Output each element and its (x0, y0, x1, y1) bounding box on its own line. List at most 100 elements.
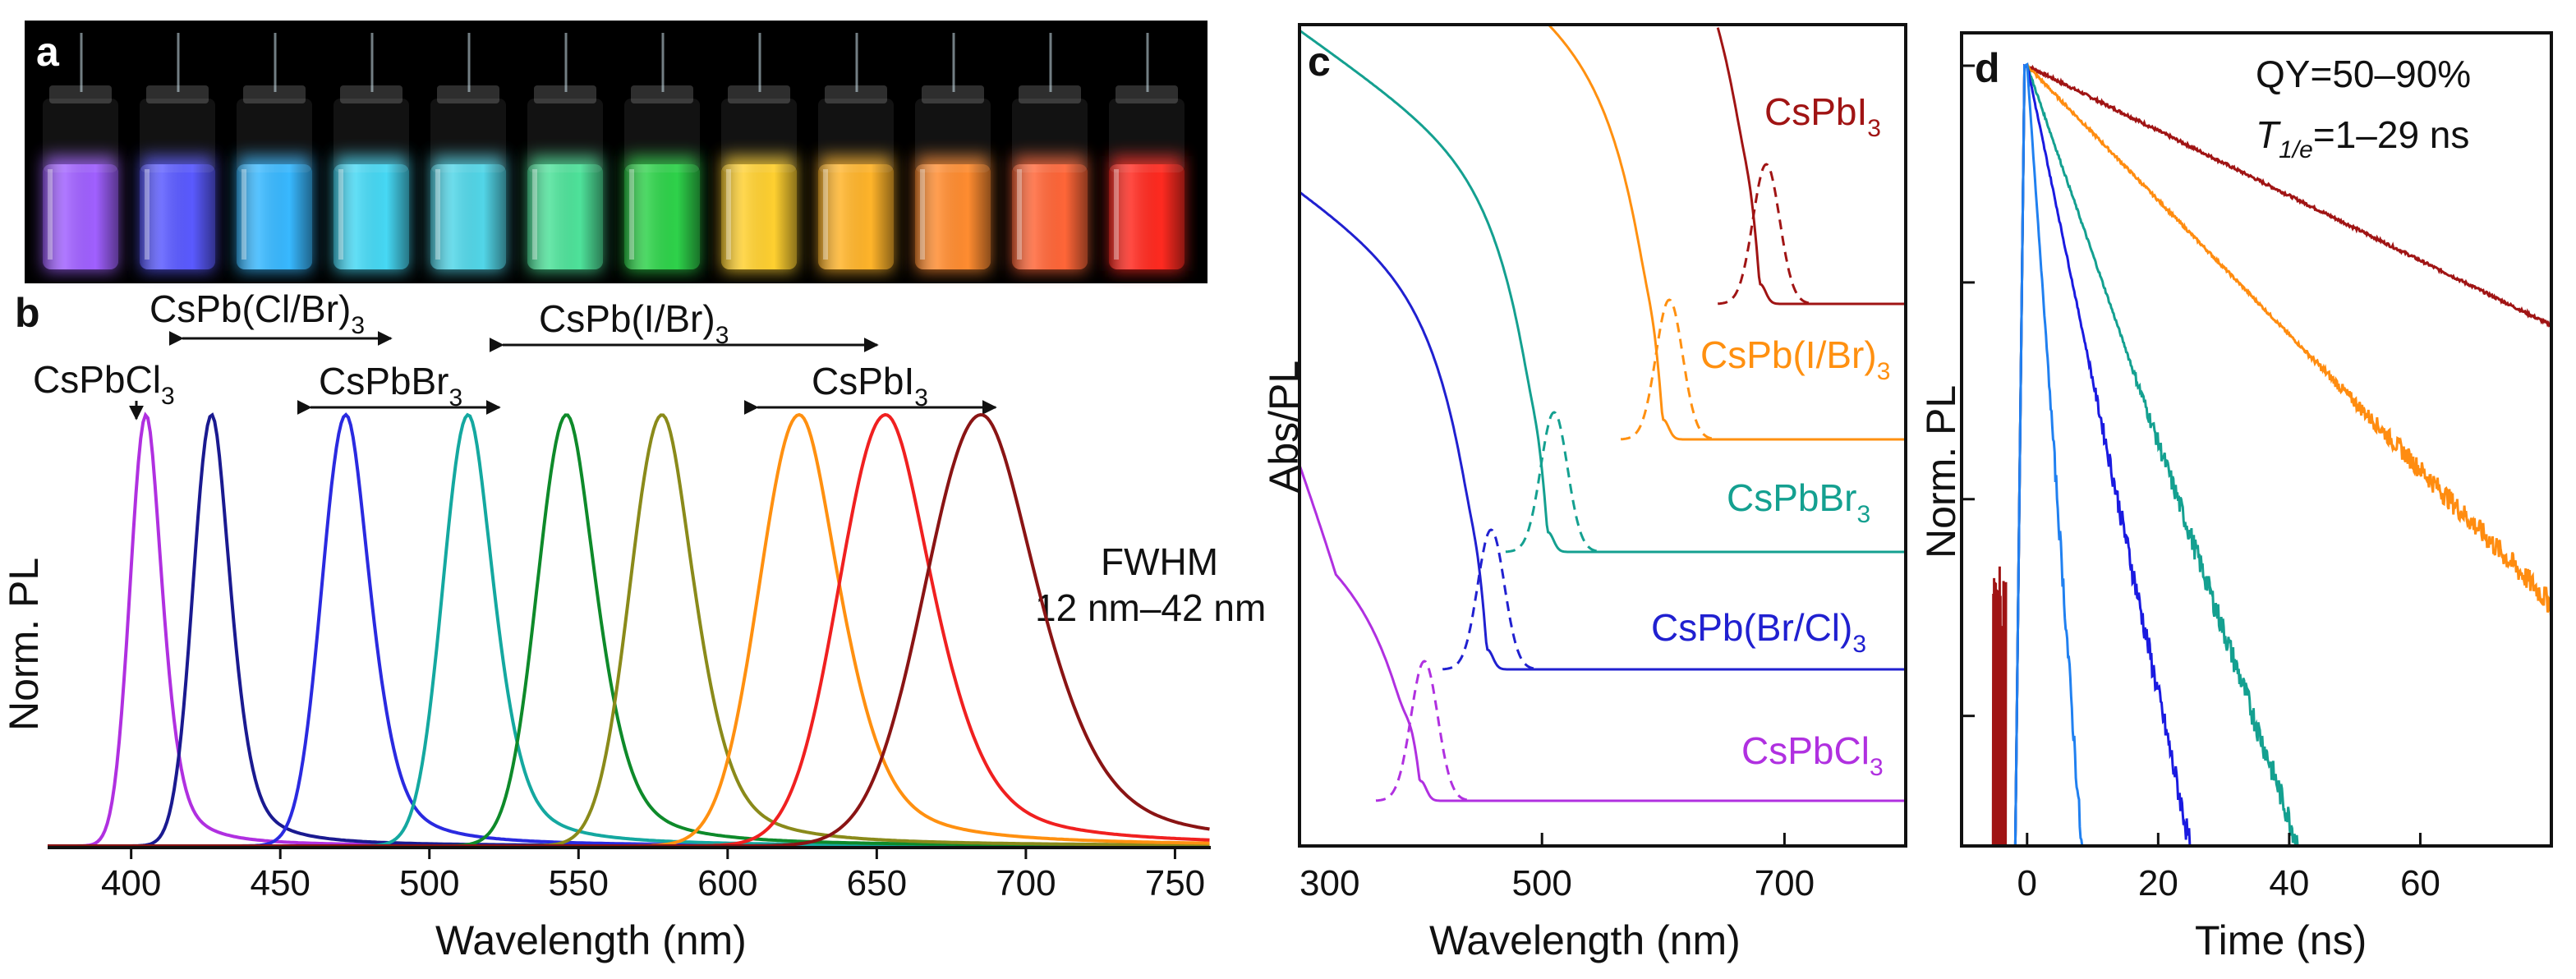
vial-glass (334, 99, 409, 172)
vial-4 (334, 33, 409, 271)
vial-glass (237, 99, 312, 172)
panel-b-tick-label: 700 (996, 863, 1056, 903)
panel-b-curves (48, 411, 1210, 848)
panel-d-tick-label: 40 (2269, 863, 2309, 903)
vial-highlight (823, 169, 828, 260)
vial-highlight (145, 169, 150, 260)
vial-glass (721, 99, 797, 172)
vial-shading (721, 164, 797, 269)
vial-highlight (629, 169, 634, 260)
vial-2 (140, 33, 215, 271)
vial-neck (922, 85, 984, 103)
label-cspb-i-br: CsPb(I/Br)3 (539, 297, 729, 349)
panel-c-curves (1298, 24, 1906, 802)
panel-b-tick-label: 600 (697, 863, 757, 903)
vial-glass (43, 99, 118, 172)
vial-shading (1012, 164, 1088, 269)
panel-c-y-title: Abs/PL (1261, 361, 1307, 493)
vial-9 (818, 33, 894, 271)
vial-neck (631, 85, 693, 103)
vial-glass (624, 99, 700, 172)
vial-shading (624, 164, 700, 269)
vial-neck (1019, 85, 1081, 103)
panel-b-tick-label: 500 (399, 863, 459, 903)
vial-highlight (1114, 169, 1119, 260)
decay-curve-5 (2013, 62, 2084, 847)
panel-d-x-title: Time (ns) (2195, 917, 2367, 963)
vial-highlight (48, 169, 53, 260)
panel-b: b CsPb(Cl/Br)3 CsPb(I/Br)3 CsPbCl3 CsPbB… (1, 287, 1266, 963)
vial-shading (430, 164, 506, 269)
pl-dashed-curve-5 (1375, 660, 1474, 802)
label-c-cspbi3: CsPbI3 (1764, 90, 1881, 142)
vial-3 (237, 33, 312, 271)
panel-c-tick-label: 500 (1511, 863, 1571, 903)
vial-5 (430, 33, 506, 271)
vial-shading (915, 164, 991, 269)
irf-spike (1991, 566, 2008, 847)
panel-c-x-title: Wavelength (nm) (1429, 917, 1741, 963)
vial-neck (825, 85, 887, 103)
panel-d-ticks: 0 20 40 60 (1962, 64, 2440, 903)
panel-b-tick-label: 450 (250, 863, 310, 903)
vial-neck (728, 85, 790, 103)
vial-shading (43, 164, 118, 269)
label-c-cspbbr3: CsPbBr3 (1727, 476, 1870, 528)
vial-shading (334, 164, 409, 269)
decay-curve-3 (2013, 64, 2299, 848)
panel-d: d 0 20 40 60 Norm. PL Time (ns) QY=50–90% T… (1918, 31, 2553, 963)
vial-neck (146, 85, 209, 103)
vial-highlight (1017, 169, 1022, 260)
panel-a-letter: a (36, 29, 60, 75)
panel-c-tick-label: 700 (1755, 863, 1815, 903)
vial-glass (1012, 99, 1088, 172)
panel-c: c 300 500 700 Abs/PL Wavelength (nm) CsPbI… (1261, 23, 1907, 963)
absorption-curve-5 (1298, 464, 1906, 802)
absorption-curve-1 (1716, 27, 1906, 306)
panel-d-curves (1991, 62, 2552, 848)
vial-glass (140, 99, 215, 172)
absorption-curve-2 (1548, 24, 1906, 441)
decay-curve-1 (2013, 64, 2551, 847)
vial-1 (43, 33, 118, 271)
label-c-cspbcl3: CsPbCl3 (1741, 729, 1884, 781)
vial-neck (340, 85, 402, 103)
panel-d-frame (1960, 31, 2553, 848)
panel-d-tick-label: 60 (2400, 863, 2440, 903)
vial-shading (140, 164, 215, 269)
label-c-cspb-br-cl: CsPb(Br/Cl)3 (1651, 606, 1866, 658)
panel-d-y-title: Norm. PL (1918, 385, 1964, 558)
vial-neck (534, 85, 596, 103)
panel-c-frame (1298, 23, 1907, 848)
fwhm-range: 12 nm–42 nm (1035, 586, 1266, 629)
label-cspbi3: CsPbI3 (812, 360, 928, 411)
vial-6 (527, 33, 603, 271)
quantum-yield-label: QY=50–90% (2256, 53, 2471, 95)
panel-b-x-title: Wavelength (nm) (435, 917, 747, 963)
vial-highlight (242, 169, 246, 260)
vial-neck (49, 85, 112, 103)
vial-7 (624, 33, 700, 271)
panel-d-letter: d (1975, 45, 2000, 91)
vial-highlight (532, 169, 537, 260)
vial-row (43, 33, 1184, 271)
pl-dashed-curve-4 (1442, 528, 1540, 671)
vial-highlight (920, 169, 925, 260)
panel-b-tick-label: 650 (847, 863, 907, 903)
decay-curve-2 (2013, 63, 2552, 847)
vial-neck (1116, 85, 1178, 103)
panel-c-ticks: 300 500 700 (1298, 833, 1815, 903)
pl-dashed-curve-2 (1621, 298, 1718, 441)
vial-glass (818, 99, 894, 172)
fwhm-label: FWHM (1101, 540, 1218, 583)
panel-d-tick-label: 20 (2138, 863, 2178, 903)
vial-shading (237, 164, 312, 269)
vial-11 (1012, 33, 1088, 271)
vial-highlight (338, 169, 343, 260)
vial-highlight (435, 169, 440, 260)
vial-glass (1109, 99, 1184, 172)
vial-8 (721, 33, 797, 271)
label-c-cspb-i-br: CsPb(I/Br)3 (1700, 333, 1890, 385)
panel-b-tick-label: 550 (549, 863, 609, 903)
